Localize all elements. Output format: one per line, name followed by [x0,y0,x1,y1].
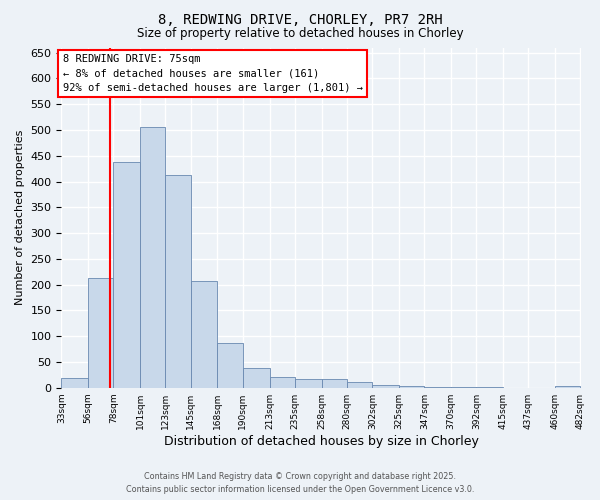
Bar [191,281,217,388]
Text: Size of property relative to detached houses in Chorley: Size of property relative to detached ho… [137,28,463,40]
Bar [61,378,88,388]
Text: 8 REDWING DRIVE: 75sqm
← 8% of detached houses are smaller (161)
92% of semi-det: 8 REDWING DRIVE: 75sqm ← 8% of detached … [62,54,362,94]
Bar [113,162,140,388]
Bar [451,386,476,388]
Bar [373,385,399,388]
Bar [269,378,295,388]
Text: 8, REDWING DRIVE, CHORLEY, PR7 2RH: 8, REDWING DRIVE, CHORLEY, PR7 2RH [158,12,442,26]
Bar [555,386,580,388]
X-axis label: Distribution of detached houses by size in Chorley: Distribution of detached houses by size … [164,434,478,448]
Bar [166,175,191,388]
Bar [217,344,243,388]
Bar [140,128,166,388]
Text: Contains HM Land Registry data © Crown copyright and database right 2025.
Contai: Contains HM Land Registry data © Crown c… [126,472,474,494]
Bar [347,382,373,388]
Bar [476,387,503,388]
Bar [295,379,322,388]
Bar [399,386,424,388]
Y-axis label: Number of detached properties: Number of detached properties [15,130,25,306]
Bar [243,368,269,388]
Bar [322,380,347,388]
Bar [88,278,113,388]
Bar [424,386,451,388]
